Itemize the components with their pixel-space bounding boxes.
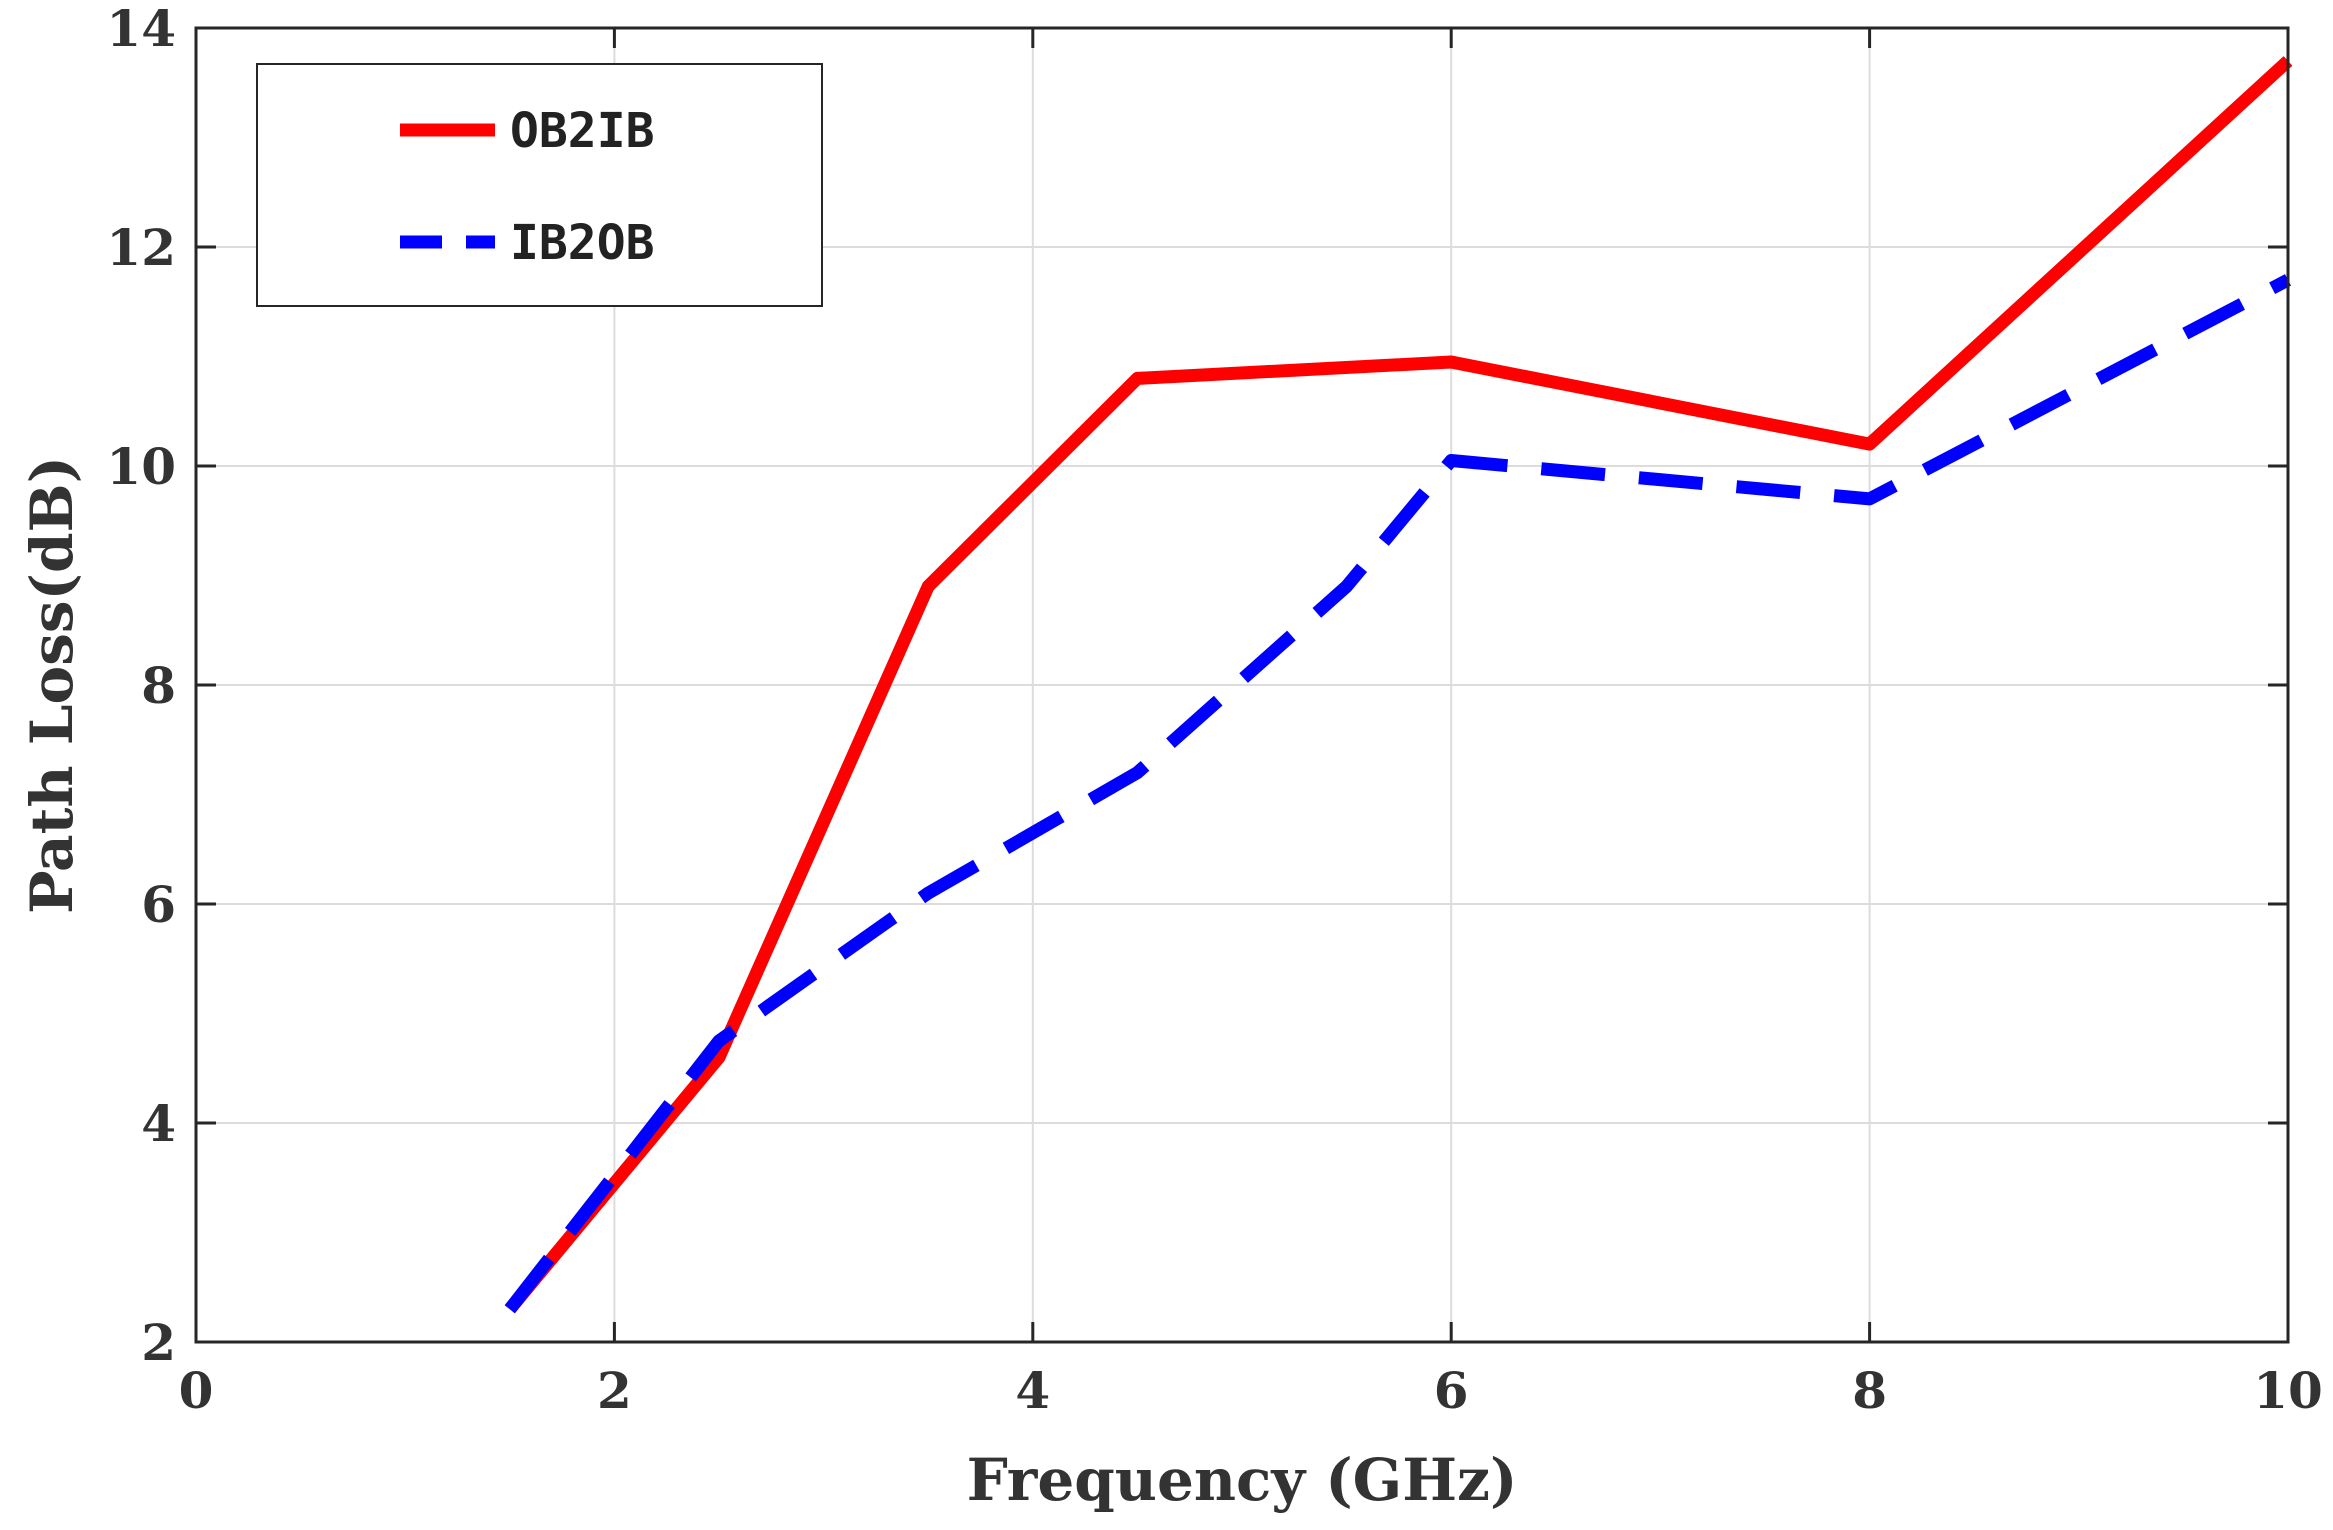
x-tick-label: 0 [179, 1361, 214, 1420]
y-tick-label: 4 [141, 1094, 176, 1153]
axis-ticks [194, 26, 2290, 1344]
y-tick-label: 6 [141, 875, 176, 934]
series-line-ib2ob [504, 274, 2292, 1314]
legend-label-ib2ob: IB2OB [510, 215, 655, 271]
y-tick-label: 14 [106, 0, 176, 58]
legend-label-ob2ib: OB2IB [510, 103, 655, 159]
x-tick-label: 2 [597, 1361, 632, 1420]
legend: OB2IB IB2OB [256, 63, 823, 307]
y-tick-label: 12 [106, 218, 176, 277]
y-axis-label: Path Loss(dB) [18, 456, 86, 914]
x-axis-label: Frequency (GHz) [967, 1446, 1518, 1514]
x-tick-label: 6 [1434, 1361, 1469, 1420]
y-tick-label: 8 [141, 656, 176, 715]
series-line-ob2ib [504, 56, 2293, 1314]
x-tick-label: 8 [1852, 1361, 1887, 1420]
legend-box [256, 63, 823, 307]
x-tick-label: 4 [1015, 1361, 1050, 1420]
series-lines [504, 56, 2293, 1314]
y-tick-label: 2 [141, 1313, 176, 1372]
y-tick-label: 10 [106, 437, 176, 496]
x-tick-label: 10 [2253, 1361, 2323, 1420]
